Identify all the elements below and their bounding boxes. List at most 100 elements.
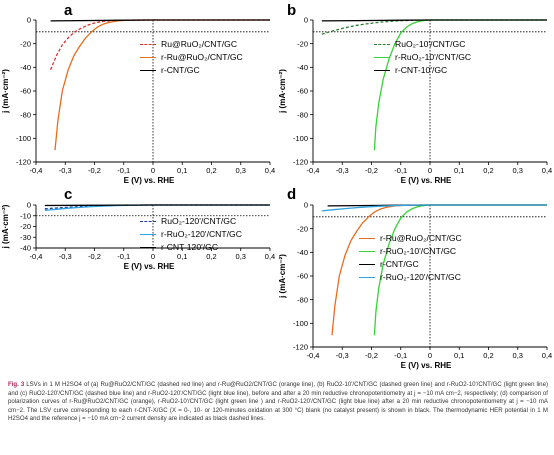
chart-b: -0,4 -0,3 -0,2 -0,1 0 0,1 0,2 0,3 0,4 0 -20 -40 -60 -… — [278, 16, 552, 185]
y-tick-label: -20 — [297, 224, 308, 233]
legend-d: r-Ru@RuO₂/CNT/GC r-RuO₂-10'/CNT/GC r-CNT/G… — [359, 232, 462, 284]
legend-entry: r-RuO₂-120'/CNT/GC — [140, 228, 242, 241]
x-tick-label: 0,3 — [236, 252, 246, 261]
y-tick-label: -100 — [293, 134, 308, 143]
series-line-2 — [321, 19, 547, 22]
x-tick-label: 0,4 — [542, 351, 552, 360]
x-tick-label: -0,3 — [59, 166, 72, 175]
x-tick-label: 0,2 — [206, 252, 216, 261]
panel-label-a: a — [64, 2, 73, 19]
legend-entry: Ru@RuO₂/CNT/GC — [140, 38, 243, 51]
y-tick-label: -20 — [20, 39, 31, 48]
legend-b: RuO₂-10'/CNT/GC r-RuO₂-10'/CNT/GC r-CNT-10… — [374, 38, 471, 77]
x-tick-label: -0,3 — [336, 166, 349, 175]
x-tick-label: 0,1 — [454, 166, 464, 175]
legend-label: r-RuO₂-120'/CNT/GC — [380, 272, 461, 282]
legend-entry: r-CNT/GC — [359, 258, 462, 271]
chart-d: -0,4 -0,3 -0,2 -0,1 0 0,1 0,2 0,3 0,4 0 -20 -40 -60 -… — [278, 201, 552, 370]
panel-a: a -0,4 -0,3 -0,2 -0,1 0 0,1 0,2 0,3 0,4 0 -20 -40 -6… — [0, 0, 277, 190]
x-tick-label: -0,1 — [394, 166, 407, 175]
legend-label: Ru@RuO₂/CNT/GC — [161, 39, 238, 49]
y-axis-label: j (mA·cm⁻²) — [278, 254, 287, 299]
panel-label-b: b — [287, 2, 297, 19]
caption-label: Fig. 3 — [8, 381, 25, 388]
panel-d: d -0,4 -0,3 -0,2 -0,1 0 0,1 0,2 0,3 0,4 0 -20 -40 -6… — [277, 186, 554, 375]
series-line-2 — [44, 204, 270, 207]
legend-label: r-RuO₂-10'/CNT/GC — [380, 246, 457, 256]
figure-caption: Fig. 3 LSVs in 1 M H2SO4 of (a) Ru@RuO2/… — [8, 381, 548, 424]
legend-swatch — [359, 238, 375, 239]
y-tick-label: -120 — [293, 158, 308, 167]
y-tick-label: -80 — [20, 110, 31, 119]
legend-swatch — [140, 57, 156, 58]
legend-entry: r-CNT/GC — [140, 64, 243, 77]
legend-swatch — [140, 234, 156, 235]
y-tick-label: -100 — [293, 319, 308, 328]
x-axis-label: E (V) vs. RHE — [124, 262, 175, 271]
legend-entry: RuO₂-120'/CNT/GC — [140, 215, 242, 228]
legend-entry: r-CNT-10'/GC — [374, 64, 471, 77]
y-tick-label: -40 — [297, 63, 308, 72]
x-tick-label: -0,4 — [30, 166, 43, 175]
x-axis-label: E (V) vs. RHE — [124, 176, 175, 185]
caption-text: LSVs in 1 M H2SO4 of (a) Ru@RuO2/CNT/GC … — [8, 381, 548, 423]
legend-swatch — [140, 221, 156, 222]
x-axis-label: E (V) vs. RHE — [401, 361, 452, 370]
x-tick-label: 0,4 — [542, 166, 552, 175]
x-tick-label: -0,2 — [365, 351, 378, 360]
x-tick-label: 0 — [151, 166, 155, 175]
x-tick-label: 0 — [151, 252, 155, 261]
legend-swatch — [359, 251, 375, 252]
y-tick-label: -120 — [293, 343, 308, 352]
x-tick-label: 0,2 — [483, 351, 493, 360]
panel-label-d: d — [287, 186, 297, 203]
legend-swatch — [359, 277, 375, 278]
legend-label: r-Ru@RuO₂/CNT/GC — [161, 52, 243, 62]
series-line-3 — [321, 204, 547, 212]
legend-entry: RuO₂-10'/CNT/GC — [374, 38, 471, 51]
legend-label: r-CNT/GC — [380, 259, 419, 269]
y-tick-label: -60 — [297, 87, 308, 96]
x-tick-label: 0,4 — [265, 166, 275, 175]
x-tick-label: 0,2 — [483, 166, 493, 175]
y-axis-label: j (mA·cm⁻²) — [1, 69, 10, 114]
legend-swatch — [140, 44, 156, 45]
x-tick-label: -0,2 — [88, 166, 101, 175]
chart-c: -0,4 -0,3 -0,2 -0,1 0 0,1 0,2 0,3 0,40-10-20-30-… — [1, 201, 275, 271]
y-tick-label: -40 — [297, 248, 308, 257]
x-tick-label: -0,3 — [336, 351, 349, 360]
legend-label: r-RuO₂-10'/CNT/GC — [395, 52, 472, 62]
legend-label: r-CNT/GC — [161, 65, 200, 75]
x-tick-label: -0,4 — [307, 166, 320, 175]
legend-swatch — [140, 247, 156, 248]
series-line-0 — [49, 19, 270, 70]
legend-entry: r-RuO₂-120'/CNT/GC — [359, 271, 462, 284]
x-tick-label: -0,4 — [30, 252, 43, 261]
series-line-0 — [321, 19, 547, 35]
y-tick-label: -80 — [297, 295, 308, 304]
x-tick-label: 0,3 — [513, 166, 523, 175]
legend-swatch — [359, 264, 375, 265]
legend-swatch — [140, 70, 156, 71]
legend-entry: r-RuO₂-10'/CNT/GC — [359, 245, 462, 258]
y-tick-label: -30 — [20, 233, 31, 242]
x-tick-label: -0,2 — [88, 252, 101, 261]
x-tick-label: 0 — [428, 166, 432, 175]
legend-entry: r-Ru@RuO₂/CNT/GC — [359, 232, 462, 245]
y-tick-label: -60 — [20, 87, 31, 96]
y-tick-label: -20 — [297, 39, 308, 48]
panel-label-c: c — [64, 186, 73, 203]
y-tick-label: -100 — [16, 134, 31, 143]
legend-c: RuO₂-120'/CNT/GC r-RuO₂-120'/CNT/GC r-CNT-… — [140, 215, 242, 254]
y-tick-label: -120 — [16, 158, 31, 167]
x-tick-label: -0,1 — [117, 166, 130, 175]
y-tick-label: 0 — [304, 16, 308, 25]
x-tick-label: -0,4 — [307, 351, 320, 360]
panel-c: c -0,4 -0,3 -0,2 -0,1 0 0,1 0,2 0,3 0,4 0 -10 -20 -3… — [0, 186, 277, 271]
y-tick-label: -40 — [20, 244, 31, 253]
y-tick-label: 0 — [304, 201, 308, 210]
x-axis-label: E (V) vs. RHE — [401, 176, 452, 185]
x-tick-label: 0,3 — [236, 166, 246, 175]
x-tick-label: -0,1 — [394, 351, 407, 360]
legend-a: Ru@RuO₂/CNT/GC r-Ru@RuO₂/CNT/GC r-CNT/GC — [140, 38, 243, 77]
